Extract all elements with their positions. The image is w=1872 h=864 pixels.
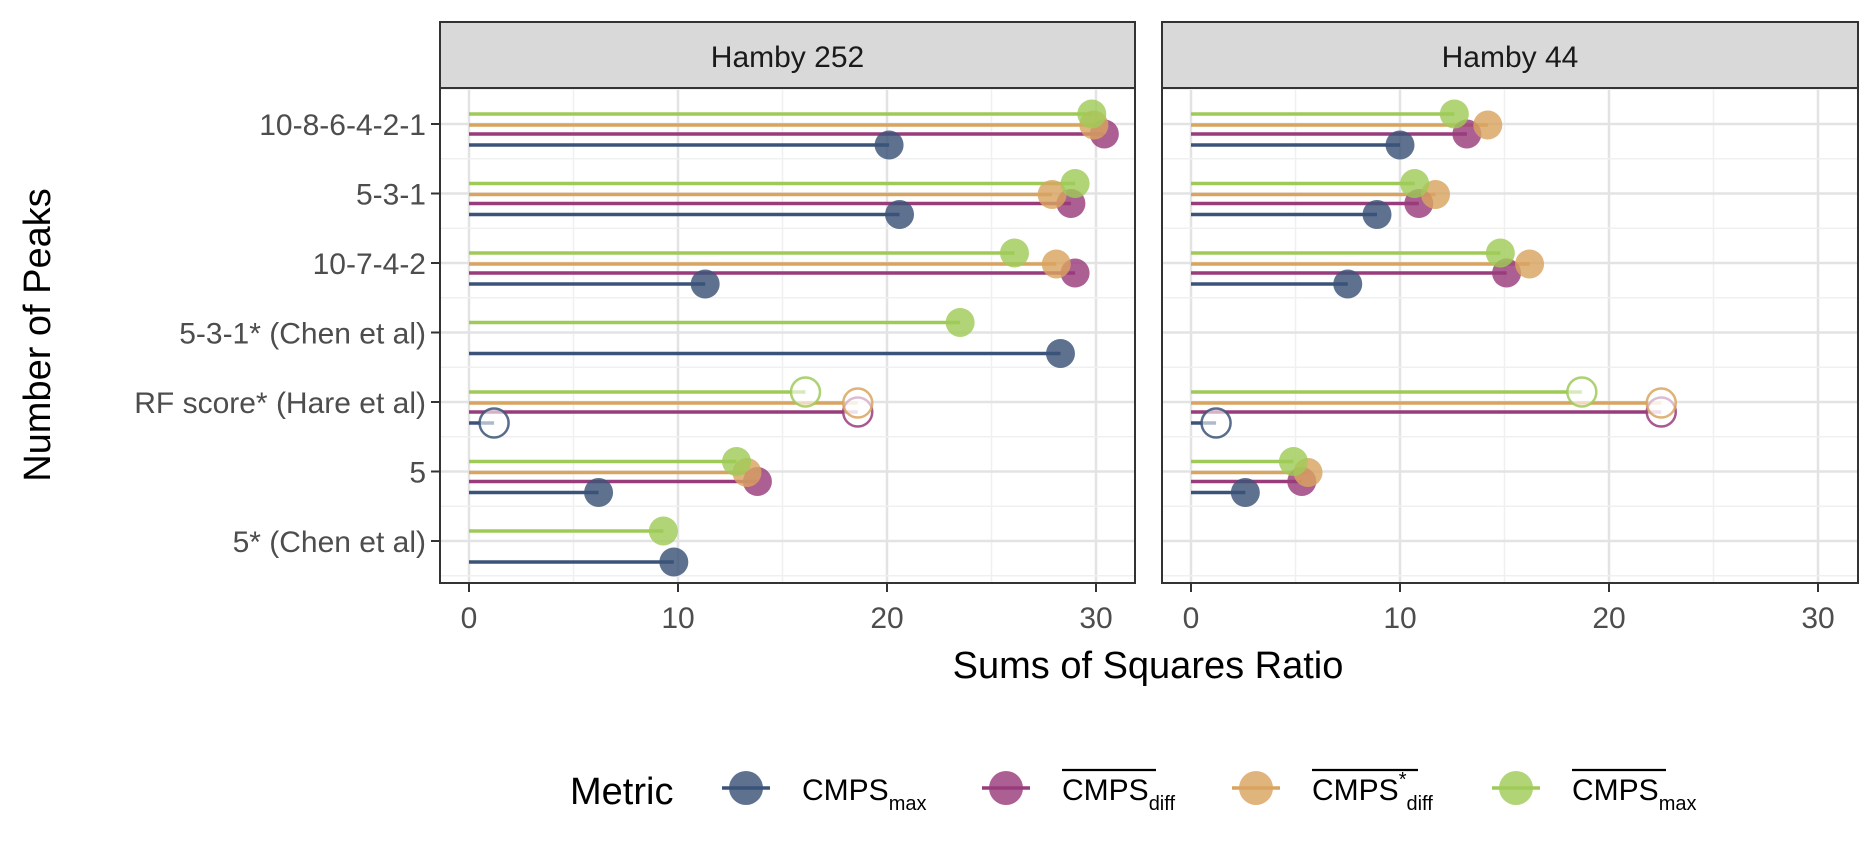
facet-title: Hamby 44 <box>1442 41 1579 74</box>
x-tick-label: 0 <box>461 602 478 635</box>
y-tick-label: 10-8-6-4-2-1 <box>259 109 426 142</box>
points <box>1200 99 1677 507</box>
points <box>478 99 1119 577</box>
lollipop-point <box>648 516 678 546</box>
legend-key <box>1232 771 1280 805</box>
x-tick-label: 30 <box>1801 602 1834 635</box>
y-tick-label: 5-3-1 <box>356 179 426 212</box>
x-tick-label: 20 <box>1592 602 1625 635</box>
lollipop-point <box>1645 387 1677 419</box>
lollipop-point <box>1515 249 1545 279</box>
facet-strip <box>439 21 1136 89</box>
legend-key-point <box>729 771 763 805</box>
lollipop-point <box>1333 269 1363 299</box>
lollipop-point <box>659 547 689 577</box>
lollipop-point <box>1045 339 1075 368</box>
y-tick-label: 5 <box>409 457 426 490</box>
lollipop-point <box>690 269 720 299</box>
x-tick-label: 30 <box>1079 602 1112 635</box>
lollipop-point <box>1041 249 1071 279</box>
lollipop-point <box>1385 130 1415 160</box>
lollipop-point <box>584 478 614 507</box>
lollipop-point <box>1060 169 1090 198</box>
lollipop-point <box>945 308 975 337</box>
lollipop-point <box>1200 407 1232 439</box>
lollipop-point <box>1362 200 1392 229</box>
y-axis: 10-8-6-4-2-1 5-3-1 10-7-4-2 5-3-1* (Chen et… <box>134 109 440 559</box>
facet-panel: Hamby 44 0 10 20 30 <box>1161 21 1859 635</box>
legend-key <box>722 771 770 805</box>
legend-key <box>1492 771 1540 805</box>
lollipop-point <box>1077 99 1107 129</box>
lollipop-point <box>1473 110 1503 140</box>
facet-panel: Hamby 252 0 10 20 30 <box>439 21 1136 635</box>
lollipop-point <box>841 387 874 419</box>
x-tick-label: 20 <box>870 602 903 635</box>
y-axis-title: Number of Peaks <box>17 188 59 482</box>
facet-strip <box>1161 21 1859 89</box>
y-tick-label: RF score* (Hare et al) <box>134 387 426 420</box>
lollipop-point <box>789 376 822 408</box>
legend-label: CMPSdiff <box>1062 774 1175 815</box>
y-tick-label: 5-3-1* (Chen et al) <box>179 318 426 351</box>
legend-key-point <box>1499 771 1533 805</box>
lollipop-point <box>999 238 1029 268</box>
lollipop-point <box>885 200 915 229</box>
legend-title: Metric <box>570 771 673 813</box>
lollipop-point <box>1278 447 1308 476</box>
panel-background <box>1162 88 1858 583</box>
legend-key-point <box>1239 771 1273 805</box>
panels: Hamby 252 0 10 20 30 Hamby 44 0 10 20 30 <box>439 21 1859 635</box>
lollipop-point <box>874 130 904 160</box>
x-axis-title: Sums of Squares Ratio <box>953 645 1344 687</box>
x-tick-label: 0 <box>1183 602 1200 635</box>
panel-background <box>440 88 1135 583</box>
lollipop-point <box>722 447 752 476</box>
lollipop-point <box>1485 238 1515 268</box>
legend-key-point <box>989 771 1023 805</box>
lollipop-point <box>478 407 510 439</box>
x-tick-label: 10 <box>661 602 694 635</box>
lollipop-point <box>1037 180 1067 209</box>
lollipop-point <box>1400 169 1430 198</box>
x-tick-label: 10 <box>1383 602 1416 635</box>
legend-label: CMPSmax <box>1572 774 1696 815</box>
legend-label: CMPS*diff <box>1312 769 1433 815</box>
lollipop-point <box>1566 376 1598 408</box>
legend: Metric CMPSmax CMPSdiff CMPS*diff CMPSmax <box>570 768 1696 815</box>
facet-title: Hamby 252 <box>711 41 864 74</box>
y-tick-label: 5* (Chen et al) <box>233 526 426 559</box>
lollipop-point <box>1439 99 1469 129</box>
lollipop-point <box>1230 478 1260 507</box>
legend-key <box>982 771 1030 805</box>
y-tick-label: 10-7-4-2 <box>313 248 426 281</box>
legend-label: CMPSmax <box>802 774 926 815</box>
